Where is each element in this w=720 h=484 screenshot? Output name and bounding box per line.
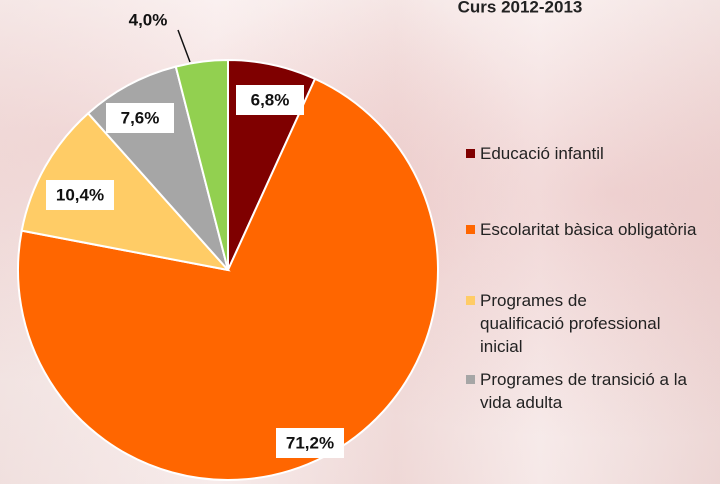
- legend-swatch: [466, 296, 475, 305]
- data-label-box: [276, 428, 344, 458]
- pie-slice: [20, 111, 231, 272]
- legend-label: Escolaritat bàsica obligatòria: [480, 220, 697, 239]
- data-label: 71,2%: [286, 433, 334, 452]
- legend-swatch: [466, 375, 475, 384]
- leader-line: [177, 29, 191, 63]
- data-label: 6,8%: [251, 90, 290, 109]
- legend-item: Programes de transició a la vida adulta: [466, 368, 701, 414]
- legend-swatch: [466, 225, 475, 234]
- data-label-box: [106, 103, 174, 133]
- legend-label: Programes de transició a la vida adulta: [480, 370, 687, 412]
- chart-title: Curs 2012-2013: [458, 0, 583, 16]
- pie-slice: [174, 58, 229, 271]
- legend-item: Escolaritat bàsica obligatòria: [466, 218, 701, 241]
- legend-swatch: [466, 149, 475, 158]
- data-label-box: [46, 180, 114, 210]
- data-label: 7,6%: [121, 108, 160, 127]
- legend-item: Programes de qualificació professional i…: [466, 289, 666, 358]
- legend-label: Educació infantil: [480, 144, 604, 163]
- data-label: 4,0%: [129, 10, 168, 29]
- data-label-box: [236, 85, 304, 115]
- legend-label: Programes de qualificació professional i…: [480, 291, 661, 356]
- data-label: 10,4%: [56, 185, 104, 204]
- legend-item: Educació infantil: [466, 142, 701, 165]
